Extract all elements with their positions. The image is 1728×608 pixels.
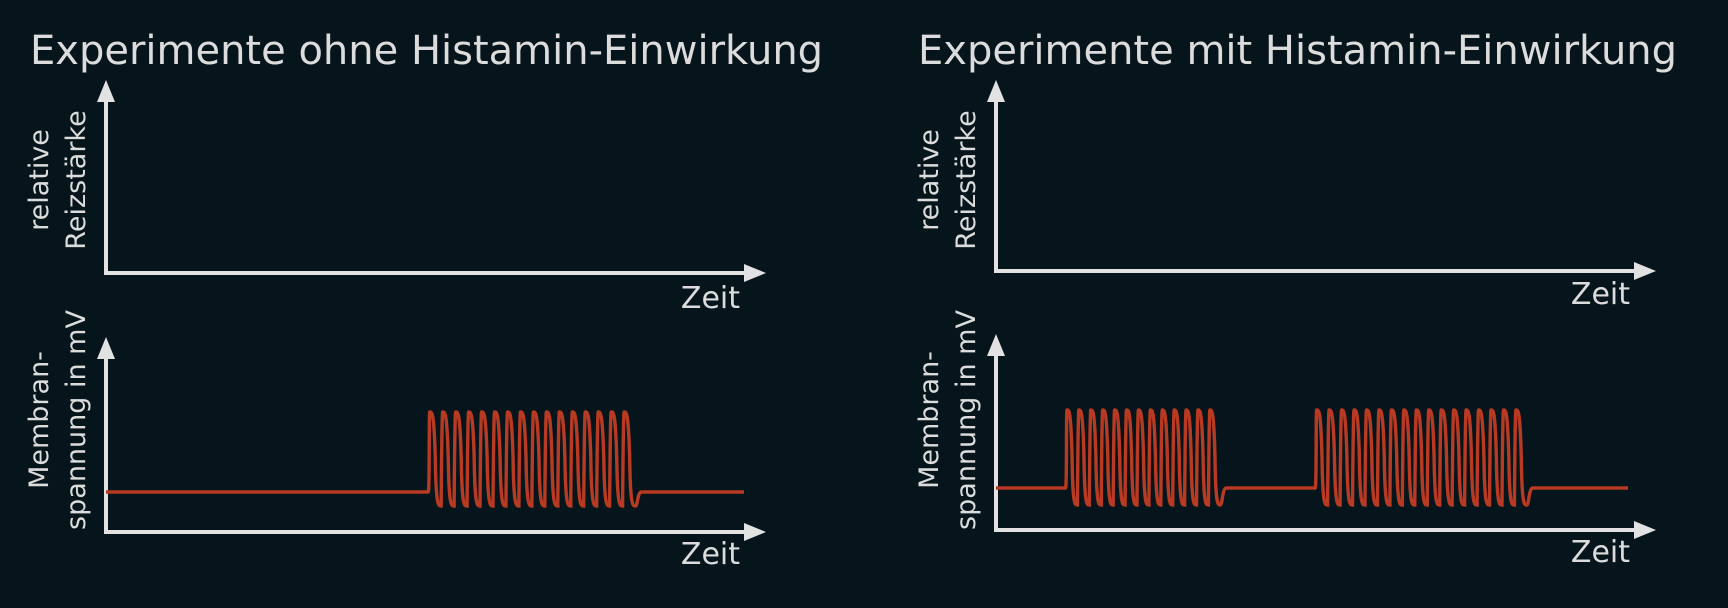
y-axis-label-line1: relative xyxy=(914,129,945,231)
x-axis-label: Zeit xyxy=(681,537,740,572)
x-axis-label: Zeit xyxy=(681,281,740,316)
membrane-potential-trace xyxy=(996,408,1628,507)
y-axis-arrow-icon xyxy=(97,337,115,359)
x-axis-arrow-icon xyxy=(1634,262,1656,280)
panel-title: Experimente ohne Histamin-Einwirkung xyxy=(30,28,823,74)
x-axis-label: Zeit xyxy=(1571,277,1630,312)
panel-title: Experimente mit Histamin-Einwirkung xyxy=(918,28,1677,74)
y-axis-arrow-icon xyxy=(987,334,1005,356)
axis-lines xyxy=(104,86,752,275)
y-axis-label-line1: Membran- xyxy=(914,351,945,489)
x-axis-arrow-icon xyxy=(1634,521,1656,539)
y-axis-label-line1: Membran- xyxy=(24,351,55,489)
y-axis-label-line1: relative xyxy=(24,129,55,231)
membrane-potential-trace xyxy=(106,410,744,508)
panel-right: Experimente mit Histamin-Einwirkung rela… xyxy=(914,28,1677,570)
stimulus-chart: relative Reizstärke Zeit xyxy=(914,80,1656,312)
axis-lines xyxy=(994,86,1642,273)
axis-lines xyxy=(104,343,752,534)
y-axis-label-line2: Reizstärke xyxy=(951,110,982,249)
y-axis-arrow-icon xyxy=(987,80,1005,102)
x-axis-arrow-icon xyxy=(744,264,766,282)
y-axis-label-line2: Reizstärke xyxy=(61,110,92,249)
x-axis-label: Zeit xyxy=(1571,535,1630,570)
panel-left: Experimente ohne Histamin-Einwirkung rel… xyxy=(24,28,823,572)
y-axis-arrow-icon xyxy=(97,80,115,102)
response-chart: Membran- spannung in mV Zeit xyxy=(914,310,1656,570)
y-axis-label-line2: spannung in mV xyxy=(951,310,982,530)
axis-lines xyxy=(994,340,1642,532)
stimulus-chart: relative Reizstärke Zeit xyxy=(24,80,766,316)
response-chart: Membran- spannung in mV Zeit xyxy=(24,310,766,572)
x-axis-arrow-icon xyxy=(744,523,766,541)
y-axis-label-line2: spannung in mV xyxy=(61,310,92,530)
